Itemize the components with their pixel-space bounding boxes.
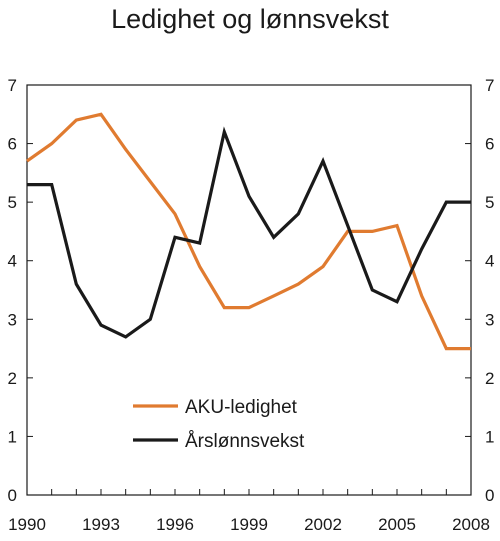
x-tick-label: 2005 <box>378 515 416 534</box>
y-tick-label-left: 7 <box>8 76 17 95</box>
series-line-2 <box>27 126 471 339</box>
legend-label-1: AKU-ledighet <box>185 397 298 418</box>
series-line-1 <box>26 112 471 351</box>
y-tick-label-right: 4 <box>485 252 494 271</box>
x-tick-label: 1996 <box>156 515 194 534</box>
y-tick-label-right: 3 <box>485 310 494 329</box>
y-tick-label-left: 2 <box>8 369 17 388</box>
x-tick-label: 1993 <box>82 515 120 534</box>
y-tick-label-right: 6 <box>485 135 494 154</box>
y-tick-label-left: 4 <box>8 252 17 271</box>
y-tick-label-left: 0 <box>8 486 17 505</box>
x-tick-label: 2008 <box>452 515 490 534</box>
x-tick-label: 2002 <box>304 515 342 534</box>
y-tick-label-left: 3 <box>8 310 17 329</box>
legend-label-2: Årslønnsvekst <box>185 431 305 452</box>
y-tick-label-left: 6 <box>8 135 17 154</box>
x-tick-label: 1990 <box>8 515 46 534</box>
y-tick-label-right: 2 <box>485 369 494 388</box>
y-tick-label-left: 5 <box>8 193 17 212</box>
y-tick-label-left: 1 <box>8 427 17 446</box>
y-tick-label-right: 7 <box>485 76 494 95</box>
y-tick-label-right: 0 <box>485 486 494 505</box>
x-tick-label: 1999 <box>230 515 268 534</box>
chart-title: Ledighet og lønnsvekst <box>111 4 389 34</box>
y-tick-label-right: 5 <box>485 193 494 212</box>
y-tick-label-right: 1 <box>485 427 494 446</box>
